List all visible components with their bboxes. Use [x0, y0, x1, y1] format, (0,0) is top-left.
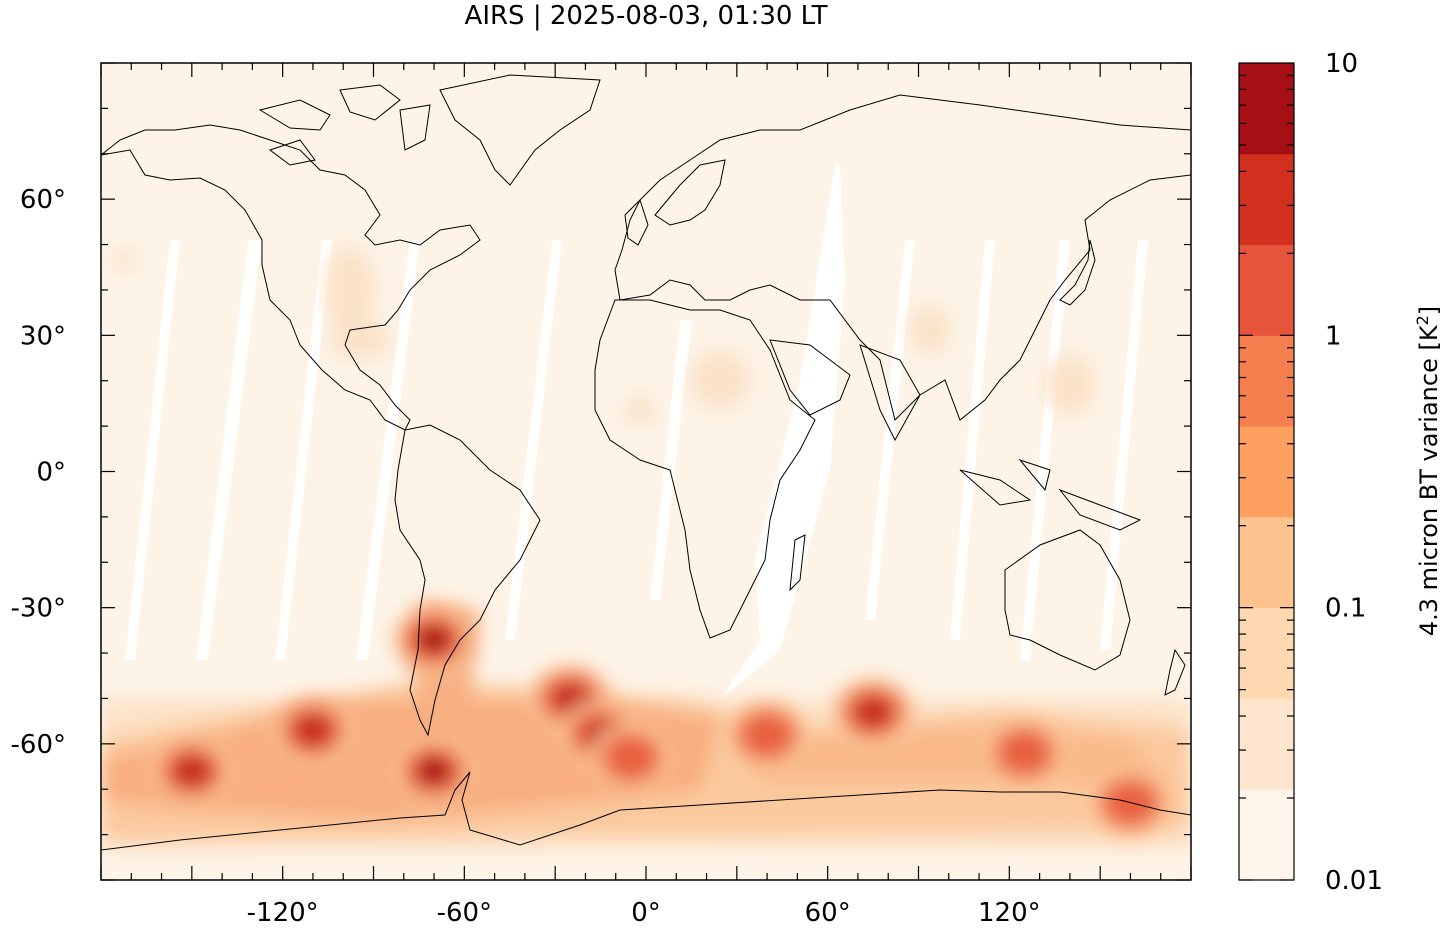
coastline-greenland — [439, 74, 601, 186]
colorbar-segment — [1239, 244, 1294, 336]
coastline-indonesia — [959, 458, 1142, 531]
lat-tick-label: 0° — [36, 458, 66, 488]
swath-gaps — [125, 165, 1148, 700]
coastline-arctic-islands — [258, 84, 431, 166]
coastline-africa — [594, 299, 816, 639]
lon-tick-label: 120° — [978, 898, 1041, 928]
colorbar-segments — [1239, 63, 1294, 881]
colorbar-tick-label: 1 — [1325, 321, 1342, 351]
variance-hotspot — [172, 755, 212, 788]
colorbar-segment — [1239, 426, 1294, 518]
longitude-axis: -120° -60° 0° 60° 120° — [247, 898, 1041, 928]
coastline-eurasia — [614, 94, 1191, 421]
colorbar-tick-label: 0.1 — [1325, 594, 1366, 624]
coastline-british-isles — [624, 199, 649, 246]
frame-ticks — [100, 62, 1192, 881]
lon-tick-label: 60° — [805, 898, 851, 928]
lon-tick-label: -60° — [437, 898, 492, 928]
colorbar-segment — [1239, 153, 1294, 246]
map-title: AIRS | 2025-08-03, 01:30 LT — [465, 1, 828, 31]
coastline-scandinavia — [654, 159, 726, 226]
coastline-india — [859, 344, 921, 442]
variance-hotspot — [422, 629, 447, 650]
variance-hotspot — [853, 696, 893, 729]
variance-hotspot — [740, 712, 794, 757]
lat-tick-label: 30° — [20, 321, 66, 351]
coastline-north-america — [101, 124, 481, 431]
colorbar-ticks — [1239, 74, 1294, 881]
coastline-new-zealand — [1164, 648, 1186, 696]
colorbar-segment — [1239, 63, 1294, 155]
coastline-arabia — [769, 339, 851, 416]
latitude-axis: 60° 30° 0° -30° -60° — [11, 185, 66, 760]
colorbar-segment — [1239, 789, 1294, 881]
coastline-australia — [1004, 529, 1131, 671]
variance-hotspot — [998, 730, 1051, 775]
lat-tick-label: -60° — [11, 730, 66, 760]
colorbar-segment — [1239, 516, 1294, 609]
variance-hotspot — [422, 761, 447, 782]
lon-tick-label: 0° — [631, 898, 661, 928]
variance-hotspot — [293, 714, 333, 747]
coastline-antarctica — [101, 771, 1191, 851]
colorbar-frame — [1238, 62, 1295, 881]
lat-tick-label: -30° — [11, 594, 66, 624]
colorbar-label: 4.3 micron BT variance [K2] — [1413, 306, 1442, 636]
colorbar-segment — [1239, 698, 1294, 790]
variance-hotspot — [604, 735, 658, 780]
colorbar-tick-label: 0.01 — [1325, 866, 1383, 896]
map-panel — [101, 63, 1191, 880]
coastline-madagascar — [789, 534, 806, 592]
lon-tick-label: -120° — [247, 898, 319, 928]
coastline-south-america — [394, 424, 541, 737]
colorbar: 10 1 0.1 0.01 4.3 micron BT variance [K2… — [1238, 49, 1442, 896]
lat-tick-label: 60° — [20, 185, 66, 215]
colorbar-tick-label: 10 — [1325, 49, 1358, 79]
colorbar-segment — [1239, 607, 1294, 699]
coastline-japan — [1059, 239, 1096, 306]
faint-features — [113, 245, 1095, 425]
colorbar-segment — [1239, 335, 1294, 427]
coastlines — [101, 74, 1191, 851]
